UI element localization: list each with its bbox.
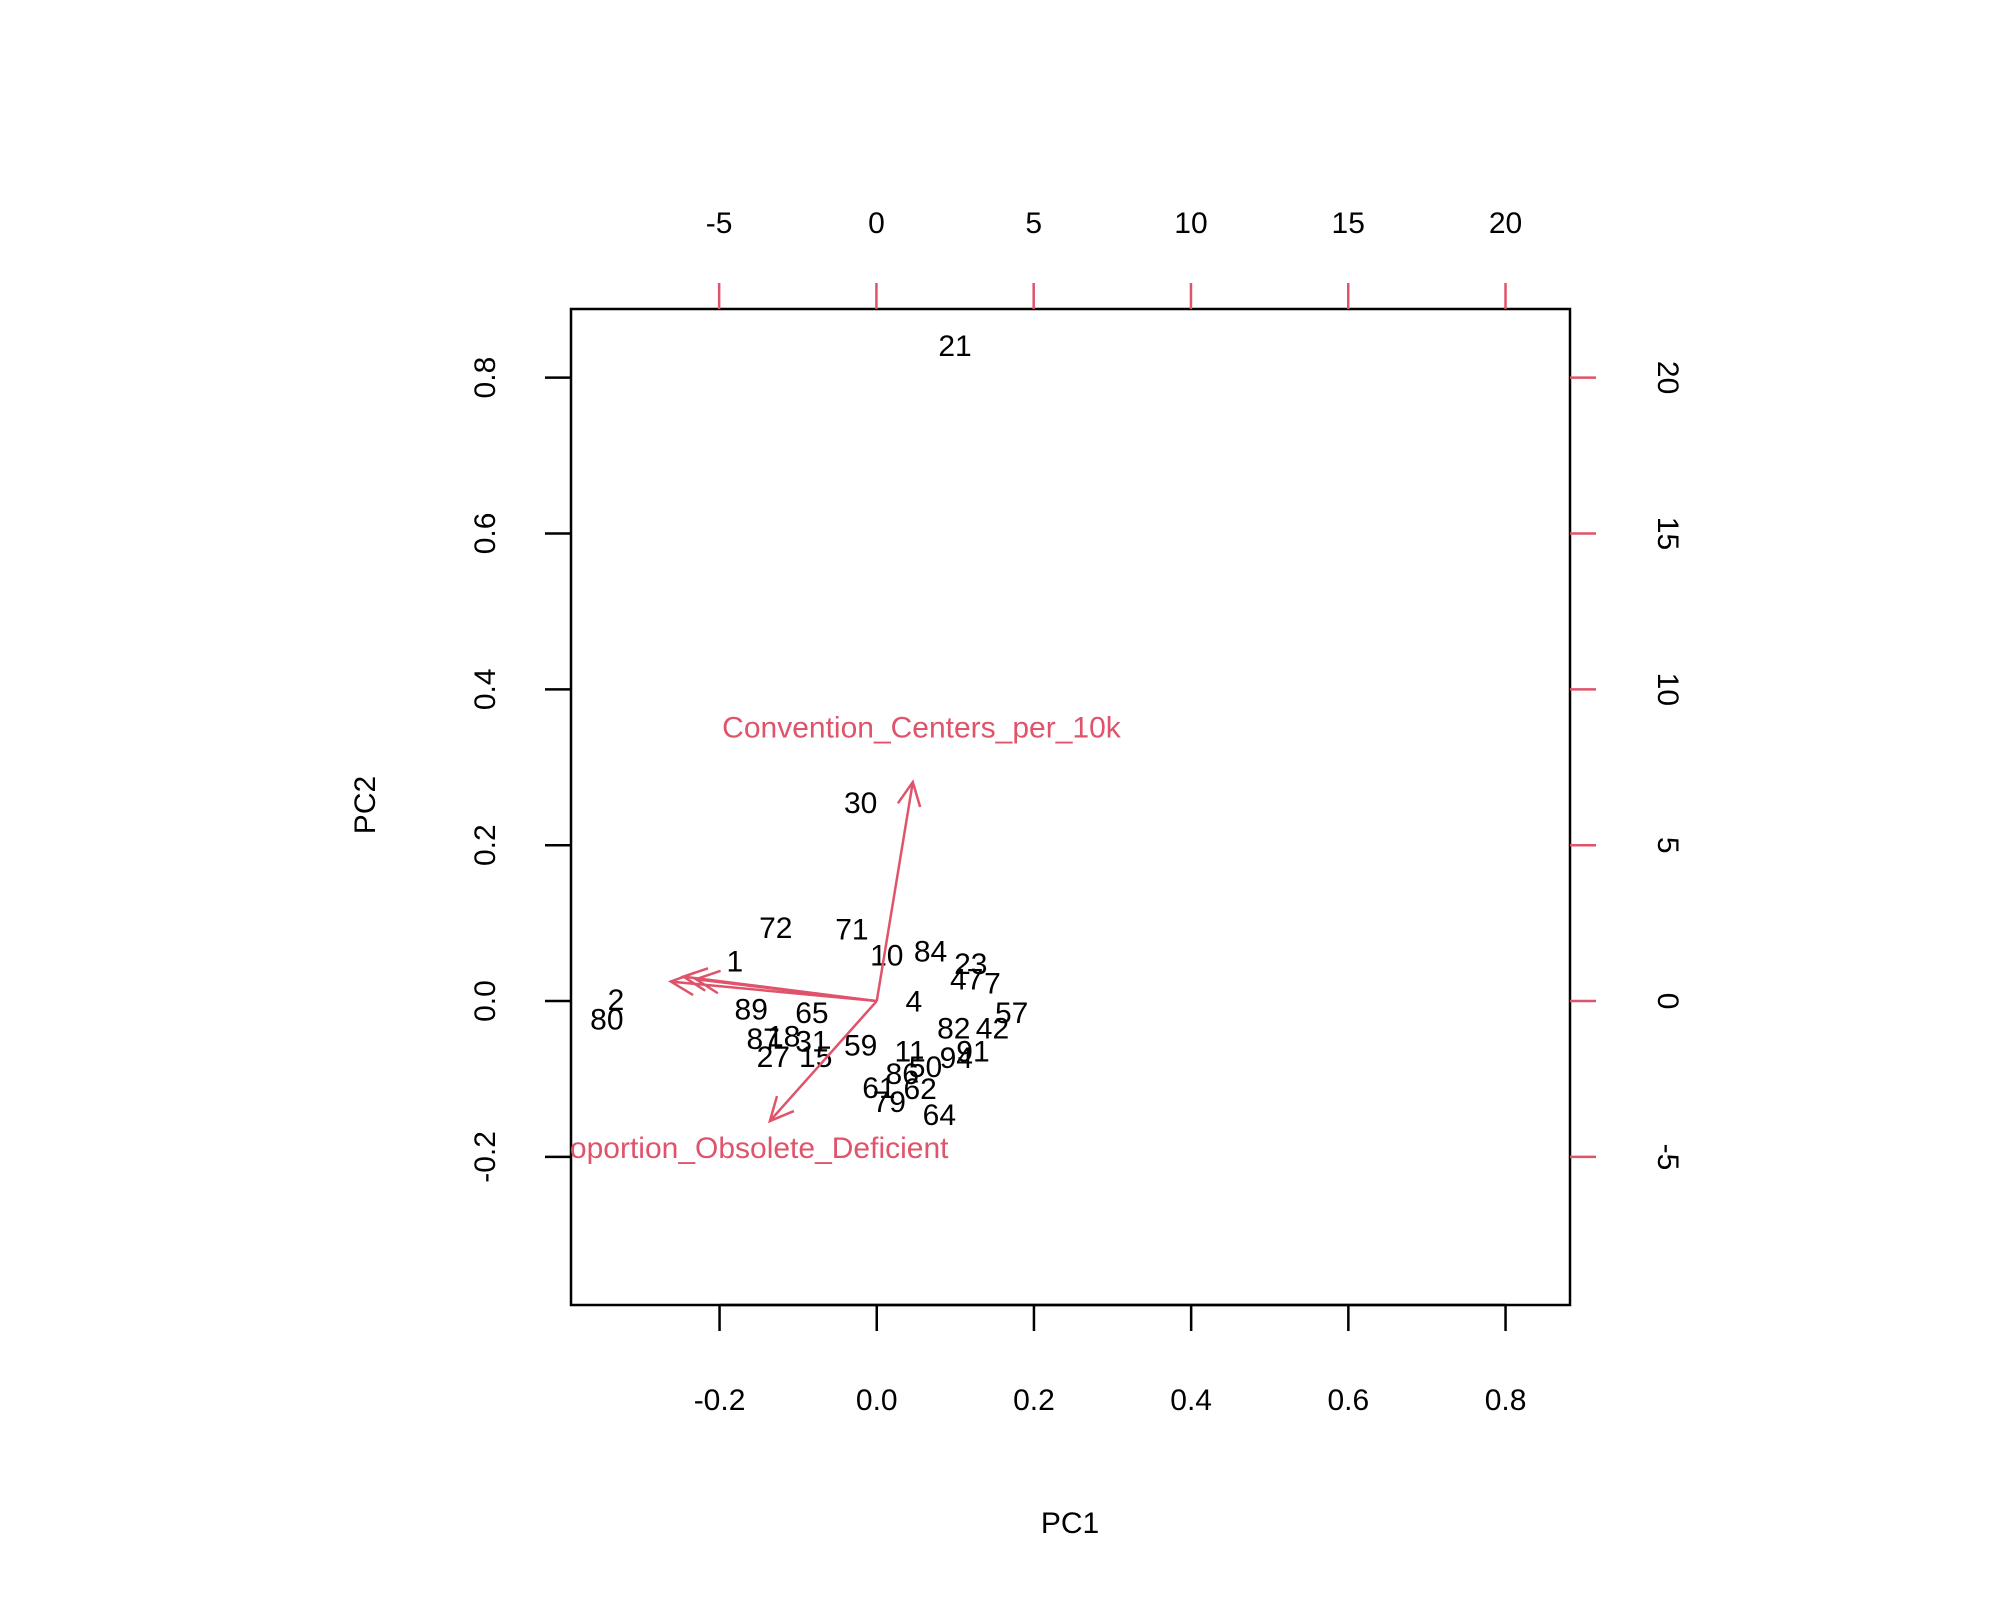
- point-label: 7: [984, 967, 1001, 1000]
- loading-arrow: [693, 969, 877, 1003]
- point-label: 79: [873, 1086, 906, 1119]
- x2-tick-label: 10: [1174, 207, 1207, 240]
- point-label: 18: [767, 1020, 800, 1053]
- y-tick-label: 0.0: [469, 980, 502, 1022]
- y-tick-label: -0.2: [469, 1131, 502, 1183]
- point-label: 87: [747, 1023, 780, 1056]
- x-tick-label: 0.4: [1170, 1384, 1212, 1417]
- x-tick-label: 0.2: [1013, 1384, 1055, 1417]
- arrow-head: [896, 779, 922, 808]
- point-label: 84: [914, 935, 947, 968]
- point-label: 94: [940, 1042, 973, 1075]
- x-tick-label: 0.0: [856, 1384, 898, 1417]
- point-label: 86: [886, 1058, 919, 1091]
- loading-arrow: [767, 1000, 878, 1124]
- point-label: 89: [735, 993, 768, 1026]
- point-label: 61: [862, 1072, 895, 1105]
- x-tick-label: 0.8: [1485, 1384, 1527, 1417]
- y2-tick-label: 5: [1651, 837, 1684, 854]
- point-label: 31: [795, 1025, 828, 1058]
- arrow-shaft: [768, 1000, 878, 1122]
- loading-label: Convention_Centers_per_10k: [722, 711, 1122, 744]
- y-tick-label: 0.6: [469, 513, 502, 555]
- point-label: 80: [590, 1004, 623, 1037]
- point-label: 57: [995, 997, 1028, 1030]
- point-label: 2: [608, 984, 625, 1017]
- y-axis-label: PC2: [349, 776, 382, 834]
- point-label: 59: [844, 1029, 877, 1062]
- y2-tick-label: 20: [1651, 361, 1684, 394]
- point-label: 30: [844, 787, 877, 820]
- point-label: 4: [906, 985, 923, 1018]
- point-label: 91: [956, 1036, 989, 1069]
- y2-tick-label: 0: [1651, 993, 1684, 1010]
- y2-tick-label: 10: [1651, 673, 1684, 706]
- y2-tick-label: -5: [1651, 1144, 1684, 1171]
- x2-tick-label: 15: [1332, 207, 1365, 240]
- point-label: 27: [757, 1041, 790, 1074]
- point-label: 23: [954, 948, 987, 981]
- point-label: 42: [976, 1013, 1009, 1046]
- y-tick-label: 0.2: [469, 824, 502, 866]
- x2-tick-label: 5: [1025, 207, 1042, 240]
- y2-tick-label: 15: [1651, 517, 1684, 550]
- arrow-head: [693, 969, 721, 995]
- point-label: 65: [795, 997, 828, 1030]
- arrow-head: [667, 971, 696, 997]
- point-label: 11: [895, 1036, 926, 1069]
- point-label: 1: [727, 946, 744, 979]
- point-label: 62: [903, 1073, 936, 1106]
- arrow-shaft: [695, 977, 877, 1003]
- point-label: 82: [937, 1013, 970, 1046]
- x-tick-label: 0.6: [1327, 1384, 1369, 1417]
- point-label: 50: [909, 1051, 942, 1084]
- point-label: 21: [938, 330, 971, 363]
- point-label: 64: [923, 1099, 956, 1132]
- point-label: 71: [835, 913, 868, 946]
- x-tick-label: -0.2: [694, 1384, 746, 1417]
- y-tick-label: 0.4: [469, 668, 502, 710]
- arrow-shaft: [875, 781, 915, 1002]
- y-tick-label: 0.8: [469, 357, 502, 399]
- x2-tick-label: 20: [1489, 207, 1522, 240]
- x2-tick-label: -5: [706, 207, 733, 240]
- point-label: 72: [759, 912, 792, 945]
- loading-arrow: [875, 779, 922, 1002]
- arrow-head: [767, 1095, 795, 1124]
- x-axis-label: PC1: [1041, 1507, 1099, 1540]
- x2-tick-label: 0: [868, 207, 885, 240]
- point-label: 47: [950, 964, 983, 997]
- loading-label: Proportion_Obsolete_Deficient: [540, 1132, 949, 1165]
